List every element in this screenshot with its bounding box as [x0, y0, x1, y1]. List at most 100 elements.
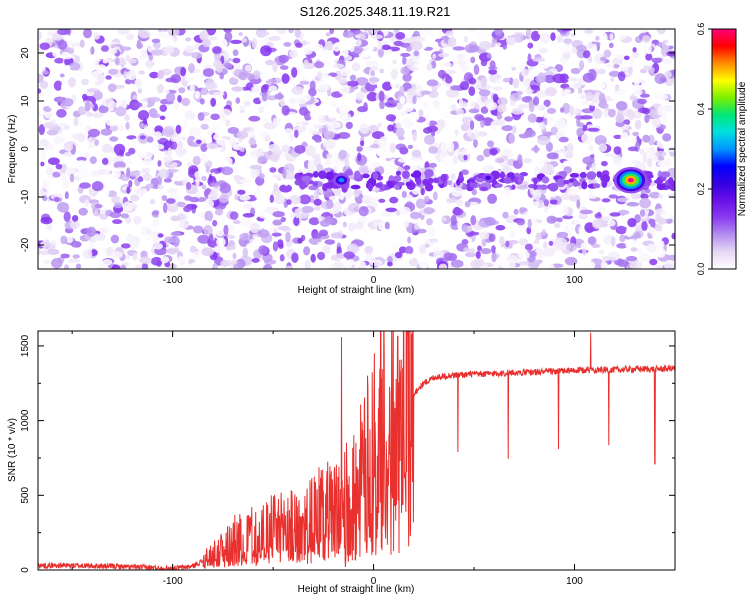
- spectrogram-cell: [237, 189, 246, 195]
- spectrogram-cell: [332, 261, 344, 269]
- spectrogram-cell: [649, 258, 658, 266]
- spectrogram-ridge-cell: [312, 181, 319, 187]
- spectrogram-cell: [195, 179, 200, 187]
- spectrogram-cell: [127, 157, 132, 167]
- spectrogram-cell: [264, 37, 269, 48]
- spectrogram-cell: [625, 255, 638, 262]
- spectrogram-cell: [533, 96, 540, 106]
- spectrogram-cell: [126, 233, 134, 243]
- spectrogram-cell: [505, 240, 510, 248]
- spectrogram-cell: [538, 48, 549, 54]
- spectrogram-ridge-cell: [299, 180, 307, 190]
- spectrogram-cell: [496, 114, 503, 120]
- colorbar-ticks: 0.0 0.2 0.4 0.6: [696, 23, 712, 275]
- spectrogram-cell: [358, 206, 369, 217]
- spectrogram-cell: [262, 172, 270, 180]
- spectrogram-cell: [494, 75, 501, 80]
- spectrogram-cell: [479, 84, 492, 90]
- spectrogram-cell: [657, 218, 667, 225]
- spectrogram-cell: [183, 117, 189, 128]
- spectrogram-cell: [105, 115, 118, 127]
- spectrogram-cell: [40, 250, 49, 256]
- spectrogram-cell: [303, 46, 313, 55]
- spectrogram-cell: [398, 246, 407, 254]
- spectrogram-cell: [631, 51, 640, 58]
- spectrogram-peak: [157, 233, 164, 238]
- spectrogram-cell: [233, 263, 240, 269]
- spectrogram-cell: [172, 236, 180, 248]
- spectrogram-cell: [400, 66, 410, 75]
- spectrogram-ridge-cell: [558, 171, 568, 178]
- spectrogram-cell: [670, 29, 675, 39]
- spectrogram-cell: [591, 243, 601, 248]
- spectrogram-cell: [328, 121, 342, 129]
- spectrogram-cell: [494, 29, 503, 36]
- spectrogram-cell: [65, 64, 71, 71]
- spectrogram-cell: [533, 200, 540, 207]
- spectrogram-cell: [390, 68, 398, 80]
- spectrogram-cell: [57, 40, 68, 50]
- spectrogram-cell: [654, 223, 661, 232]
- spectrogram-cell: [239, 148, 245, 152]
- spectrogram-cell: [242, 213, 255, 218]
- spectrogram-cell: [105, 186, 110, 197]
- spectrogram-cell: [236, 130, 249, 139]
- spectrogram-cell: [126, 70, 137, 81]
- spectrogram-cell: [220, 213, 226, 225]
- spectrogram-cell: [67, 258, 81, 263]
- spectrogram-cell: [207, 119, 217, 126]
- spectrogram-cell: [184, 76, 195, 82]
- spectrogram-cell: [252, 70, 261, 80]
- spectrogram-cell: [99, 227, 108, 234]
- spectrogram-cell: [654, 93, 668, 101]
- spectrogram-cell: [243, 164, 253, 171]
- spectrogram-cell: [185, 37, 192, 42]
- spectrogram-cell: [555, 118, 567, 129]
- spectrogram-cell: [76, 156, 87, 162]
- spectrogram-cell: [194, 91, 200, 99]
- spectrogram-cell: [543, 110, 549, 119]
- spectrogram-ridge-cell: [601, 178, 608, 188]
- spectrogram-cell: [558, 136, 569, 143]
- spectrogram-cell: [368, 136, 374, 146]
- spectrogram-cell: [456, 53, 465, 61]
- spectrogram-cell: [567, 219, 574, 230]
- spectrogram-cell: [651, 118, 662, 128]
- spectrogram-cell: [166, 168, 179, 173]
- spectrogram-cell: [232, 252, 237, 260]
- spectrogram-cell: [379, 68, 385, 74]
- spectrogram-cell: [625, 238, 638, 250]
- spectrogram-cell: [242, 247, 249, 258]
- spectrogram-cell: [127, 58, 137, 64]
- spectrogram-cell: [610, 236, 616, 247]
- spectrogram-cell: [134, 78, 142, 88]
- spectrogram-cell: [490, 204, 503, 213]
- spectrogram-cell: [450, 173, 456, 181]
- spectrogram-cell: [450, 85, 461, 91]
- spectrogram-cell: [582, 124, 588, 132]
- spectrogram-cell: [283, 42, 292, 47]
- spectrogram-cell: [580, 242, 589, 250]
- spectrogram-cell: [607, 108, 616, 118]
- spectrogram-cell: [217, 38, 228, 49]
- spectrogram-cell: [505, 36, 516, 46]
- spectrogram-cell: [225, 119, 231, 127]
- spectrogram-cell: [469, 248, 476, 254]
- spectrogram-cell: [265, 59, 274, 66]
- spectrogram-cell: [374, 87, 381, 94]
- spectrogram-cell: [502, 44, 508, 50]
- spectrogram-cell: [336, 253, 345, 259]
- spectrogram-cell: [86, 88, 100, 93]
- spectrogram-cell: [137, 55, 145, 60]
- spectrogram-cell: [576, 254, 585, 261]
- spectrogram-cell: [223, 224, 229, 235]
- spectrogram-cell: [647, 226, 656, 234]
- spectrogram-cell: [89, 150, 99, 157]
- spectrogram-ridge-cell: [592, 183, 601, 189]
- spectrogram-ytick-label: 0: [20, 146, 31, 152]
- spectrogram-cell: [220, 78, 229, 90]
- spectrogram-cell: [358, 51, 372, 58]
